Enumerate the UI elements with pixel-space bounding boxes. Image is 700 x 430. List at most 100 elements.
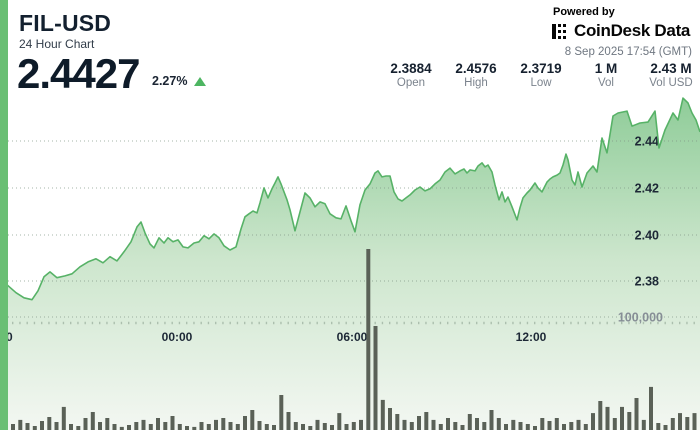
volume-axis-label: 100,000 <box>618 311 663 325</box>
volume-bar <box>612 418 617 430</box>
volume-bar <box>475 418 479 430</box>
volume-bar <box>235 424 240 430</box>
volume-bar <box>431 419 436 430</box>
volume-bar <box>460 425 465 430</box>
stat-vol-usd-label: Vol USD <box>649 77 693 89</box>
volume-bar <box>105 418 110 430</box>
volume-bar <box>634 398 639 430</box>
volume-bar <box>90 412 95 430</box>
volume-bar <box>199 422 204 430</box>
stat-vol-value: 1 M <box>594 61 618 76</box>
volume-bar <box>112 424 117 430</box>
volume-bar <box>446 418 450 430</box>
volume-bar <box>76 426 81 430</box>
volume-bar <box>591 413 595 430</box>
volume-bar <box>489 410 494 430</box>
volume-bar <box>627 412 632 430</box>
volume-bar <box>330 425 334 430</box>
x-axis-label: 0 <box>6 330 13 344</box>
volume-bar <box>141 419 146 430</box>
volume-bar <box>170 416 175 430</box>
volume-bar <box>301 424 305 430</box>
volume-bar <box>685 417 690 430</box>
volume-bar <box>177 424 182 430</box>
volume-bar <box>279 395 284 430</box>
stat-vol: 1 M Vol <box>584 61 628 90</box>
volume-bar <box>214 419 218 430</box>
x-axis-label: 00:00 <box>162 330 193 344</box>
volume-bar <box>518 422 523 430</box>
stat-open-value: 2.3884 <box>390 61 432 76</box>
stat-low-value: 2.3719 <box>520 61 562 76</box>
volume-bar <box>388 408 392 430</box>
volume-bar <box>228 422 233 430</box>
volume-bar <box>583 424 588 430</box>
volume-bar <box>344 424 349 430</box>
volume-bar <box>18 419 23 430</box>
volume-bar <box>272 425 276 430</box>
chart-subtitle: 24 Hour Chart <box>19 37 95 51</box>
volume-bar <box>380 399 385 430</box>
volume-bar <box>359 419 363 430</box>
volume-bar <box>293 422 298 430</box>
volume-bar <box>243 416 247 430</box>
volume-bar <box>83 418 88 430</box>
volume-bar <box>163 422 168 430</box>
volume-bar <box>663 425 668 430</box>
stat-high: 2.4576 High <box>454 61 498 90</box>
volume-bar <box>257 421 262 430</box>
volume-bar <box>670 418 675 430</box>
volume-bar <box>504 424 508 430</box>
volume-bar <box>605 406 610 430</box>
stat-open: 2.3884 Open <box>389 61 433 90</box>
volume-bar <box>286 412 291 430</box>
accent-stripe <box>0 0 8 430</box>
volume-bar <box>496 418 501 430</box>
volume-bar <box>40 421 44 430</box>
volume-bar <box>148 424 153 430</box>
volume-bar <box>61 406 66 430</box>
volume-bar <box>322 423 327 430</box>
volume-bar <box>576 419 581 430</box>
volume-bar <box>32 426 37 430</box>
volume-bar <box>11 424 15 430</box>
volume-bar <box>185 426 189 430</box>
stat-vol-usd: 2.43 M Vol USD <box>649 61 693 90</box>
volume-bar <box>127 425 131 430</box>
volume-bar <box>315 419 320 430</box>
stat-vol-label: Vol <box>598 77 614 89</box>
up-triangle-icon <box>194 76 207 86</box>
volume-bar <box>540 418 545 430</box>
powered-by-label: Powered by <box>553 6 615 18</box>
coindesk-logo[interactable]: CoinDesk Data <box>552 21 690 41</box>
volume-bar <box>119 426 124 430</box>
volume-bar <box>569 422 574 430</box>
volume-bar <box>649 386 653 430</box>
price-change: 2.27% <box>152 74 207 88</box>
coindesk-logo-text: CoinDesk Data <box>574 21 691 40</box>
symbol-title: FIL-USD <box>19 10 112 36</box>
volume-bar <box>351 422 356 430</box>
area-fill <box>0 98 700 430</box>
stat-vol-usd-value: 2.43 M <box>650 61 692 76</box>
volume-bar <box>264 424 269 430</box>
y-axis-label: 2.44 <box>635 135 659 149</box>
volume-bar <box>511 419 516 430</box>
x-axis-label: 06:00 <box>337 330 368 344</box>
volume-bar <box>69 424 73 430</box>
volume-bar <box>156 418 160 430</box>
volume-bar <box>54 422 59 430</box>
volume-bar <box>308 426 313 430</box>
volume-bar <box>417 416 421 430</box>
volume-bar <box>402 419 407 430</box>
volume-bar <box>692 413 697 430</box>
volume-bar <box>98 422 102 430</box>
volume-bar <box>620 406 624 430</box>
change-percent: 2.27% <box>152 74 188 88</box>
stat-low: 2.3719 Low <box>519 61 563 90</box>
coindesk-logo-icon <box>552 23 566 39</box>
volume-bar <box>533 426 537 430</box>
timestamp: 8 Sep 2025 17:54 (GMT) <box>564 46 692 58</box>
